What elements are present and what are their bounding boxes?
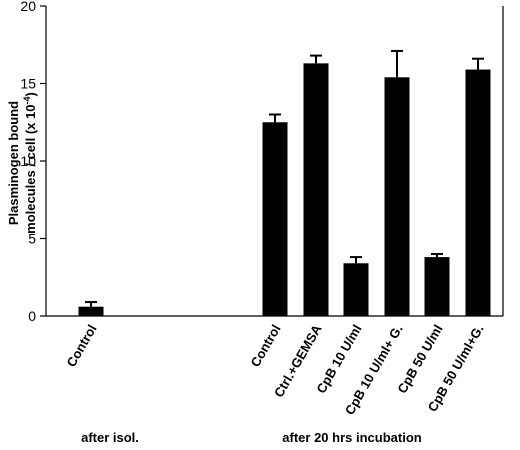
y-axis-ticks: 0 5 10 15 20 — [20, 0, 46, 324]
y-tick-label: 15 — [20, 76, 36, 92]
category-label: Control — [63, 322, 99, 370]
y-axis-label-line1: Plasminogen bound — [6, 101, 21, 225]
bar — [78, 306, 104, 316]
y-axis-label-close: ) — [23, 92, 38, 96]
y-axis-label: Plasminogen bound molecules / cell (x 10… — [6, 92, 38, 234]
bar — [343, 263, 369, 316]
category-label: Control — [247, 322, 283, 370]
y-axis-label-main: molecules / cell (x 10 — [23, 105, 38, 234]
y-axis-label-exponent: -4 — [22, 96, 32, 104]
y-axis-label-line2: molecules / cell (x 10-4) — [22, 92, 38, 234]
bar — [465, 69, 491, 316]
bar — [384, 77, 410, 316]
group-label: after isol. — [81, 430, 139, 445]
y-tick-label: 5 — [28, 231, 36, 247]
group-labels: after isol. after 20 hrs incubation — [81, 430, 422, 445]
y-tick-label: 20 — [20, 0, 36, 14]
bar — [303, 63, 329, 316]
y-tick-label: 0 — [28, 308, 36, 324]
bar — [424, 257, 450, 316]
y-tick-label: 10 — [20, 153, 36, 169]
bar — [262, 122, 288, 316]
error-bars — [85, 49, 484, 307]
group-label: after 20 hrs incubation — [282, 430, 421, 445]
bars — [78, 63, 491, 316]
